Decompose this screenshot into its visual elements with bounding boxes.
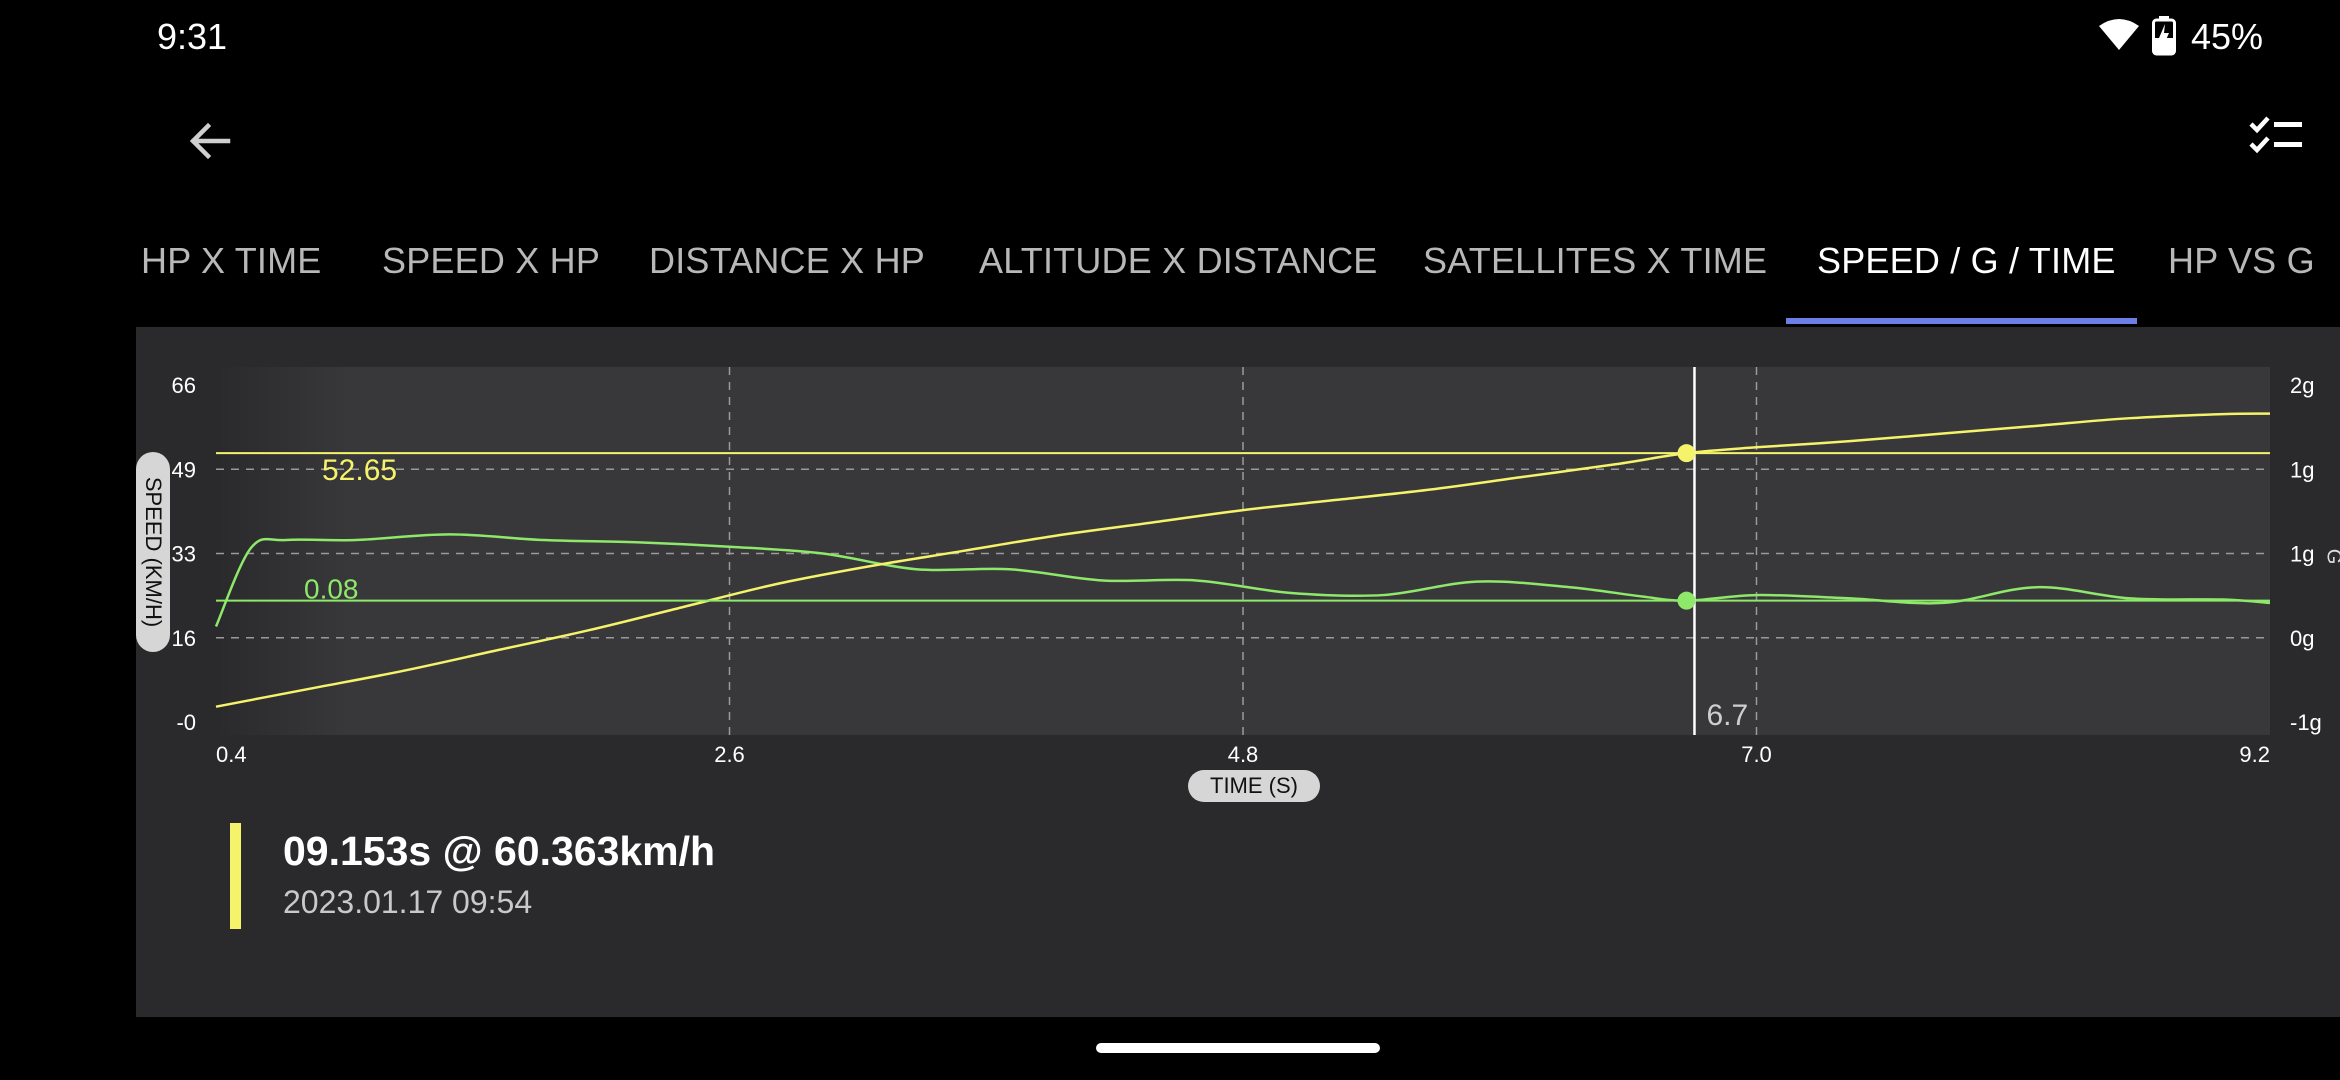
tab-speed-g-time[interactable]: SPEED / G / TIME bbox=[1817, 240, 2116, 281]
x-tick-label: 7.0 bbox=[1741, 742, 1772, 767]
status-time: 9:31 bbox=[157, 16, 228, 57]
tab-speed-x-hp[interactable]: SPEED X HP bbox=[382, 240, 601, 281]
y-axis-label: SPEED (KM/H) bbox=[136, 452, 170, 652]
chart-tab-bar: HP X TIME SPEED X HP DISTANCE X HP ALTIT… bbox=[0, 225, 2340, 325]
speed-cursor-point bbox=[1677, 444, 1696, 463]
checklist-button[interactable] bbox=[2240, 100, 2312, 172]
y-tick-label: 16 bbox=[172, 626, 196, 651]
y-tick-label: 49 bbox=[172, 457, 196, 482]
tab-satellites-x-time[interactable]: SATELLITES X TIME bbox=[1423, 240, 1768, 281]
chart-cursor[interactable]: 52.65 0.08 6.7 bbox=[216, 367, 2270, 735]
time-cursor-value: 6.7 bbox=[1706, 699, 1748, 732]
x-axis-label: TIME (S) bbox=[1188, 770, 1320, 802]
speed-series-line bbox=[215, 412, 2271, 708]
chart-series bbox=[214, 412, 2271, 708]
arrow-back-icon bbox=[189, 122, 231, 160]
y-tick-label: -0 bbox=[176, 710, 196, 735]
y2-tick-label: -1g bbox=[2290, 710, 2322, 735]
battery-charging-icon bbox=[2152, 16, 2176, 56]
y-axis-left: 66 49 33 16 -0 bbox=[172, 373, 196, 735]
x-tick-label: 0.4 bbox=[216, 742, 247, 767]
x-axis: 0.4 2.6 4.8 7.0 9.2 bbox=[216, 742, 2270, 767]
y2-tick-label: 2g bbox=[2290, 373, 2314, 398]
y-axis-right: 2g 1g 1g 0g -1g bbox=[2290, 373, 2322, 735]
g-cursor-point bbox=[1677, 591, 1696, 610]
checklist-icon bbox=[2249, 116, 2302, 154]
battery-percentage: 45% bbox=[2190, 16, 2263, 57]
tab-altitude-x-distance[interactable]: ALTITUDE X DISTANCE bbox=[979, 240, 1378, 281]
run-result: 09.153s @ 60.363km/h bbox=[283, 828, 716, 874]
active-tab-indicator bbox=[1786, 318, 2137, 324]
x-tick-label: 4.8 bbox=[1228, 742, 1259, 767]
y2-tick-label: 0g bbox=[2290, 626, 2314, 651]
g-cursor-value: 0.08 bbox=[304, 574, 359, 605]
g-force-series-line bbox=[214, 533, 2271, 628]
run-date: 2023.01.17 09:54 bbox=[283, 884, 533, 920]
x-tick-label: 2.6 bbox=[714, 742, 745, 767]
plot-left-fade bbox=[216, 367, 350, 735]
y-tick-label: 66 bbox=[172, 373, 196, 398]
tab-hp-x-time[interactable]: HP X TIME bbox=[141, 240, 322, 281]
y2-axis-label: G bbox=[2321, 549, 2340, 565]
y2-tick-label: 1g bbox=[2290, 457, 2314, 482]
grid-lines bbox=[216, 367, 2270, 735]
x-tick-label: 9.2 bbox=[2239, 742, 2270, 767]
y-tick-label: 33 bbox=[172, 542, 196, 567]
tab-distance-x-hp[interactable]: DISTANCE X HP bbox=[649, 240, 925, 281]
summary-accent-bar bbox=[230, 823, 241, 929]
gesture-nav-handle[interactable] bbox=[1096, 1043, 1380, 1053]
speed-cursor-value: 52.65 bbox=[322, 454, 397, 487]
wifi-icon bbox=[2099, 19, 2139, 50]
back-button[interactable] bbox=[170, 105, 250, 177]
tab-hp-vs-g[interactable]: HP VS G bbox=[2168, 240, 2315, 281]
y2-tick-label: 1g bbox=[2290, 542, 2314, 567]
